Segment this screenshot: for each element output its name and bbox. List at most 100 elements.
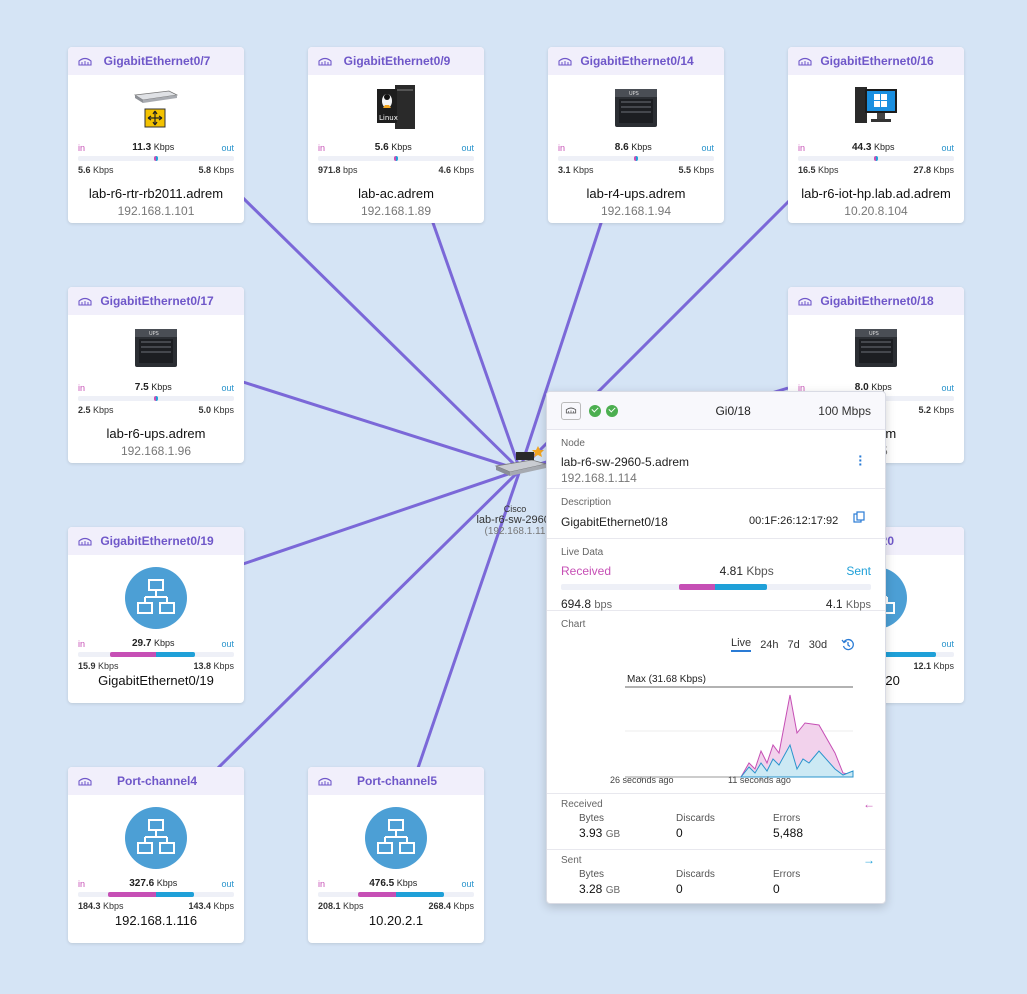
received-label: Received <box>561 564 612 578</box>
interface-name[interactable]: GigabitEthernet0/9 <box>343 54 451 68</box>
node-name[interactable]: lab-ac.adrem <box>358 186 434 201</box>
traffic-bar <box>318 892 474 897</box>
out-label: out <box>221 639 234 649</box>
switch-icon[interactable] <box>492 446 548 478</box>
traffic-bar <box>318 156 474 161</box>
sent-fill <box>156 156 158 161</box>
node-name[interactable]: lab-r6-ups.adrem <box>106 426 206 441</box>
received-value: 184.3 Kbps <box>78 901 124 911</box>
svg-text:Linux: Linux <box>379 114 398 122</box>
node-card[interactable]: GigabitEthernet0/14 UPS in 8.6 Kbps out 3.1 K… <box>548 47 724 223</box>
received-bytes-label: Bytes <box>579 813 605 824</box>
tab-live[interactable]: Live <box>731 637 752 652</box>
total-traffic: 29.7 Kbps <box>132 638 175 649</box>
received-fill <box>107 892 156 897</box>
status-ok-icon <box>589 404 601 417</box>
sent-fill <box>876 156 878 161</box>
copy-icon[interactable] <box>853 511 865 523</box>
interface-name[interactable]: Port-channel4 <box>116 774 197 788</box>
center-name: lab-r6-sw-2960- <box>476 514 554 526</box>
received-section: Received ← Bytes Discards Errors 3.93 GB… <box>547 794 885 850</box>
node-name[interactable]: 10.20.2.1 <box>368 913 424 928</box>
windows-pc-icon <box>855 87 897 123</box>
sent-value: 143.4 Kbps <box>188 901 234 911</box>
out-label: out <box>941 383 954 393</box>
ups-icon: UPS <box>615 89 657 127</box>
interface-name[interactable]: GigabitEthernet0/17 <box>100 294 214 308</box>
sent-value: 4.6 Kbps <box>438 165 474 175</box>
in-label: in <box>78 639 86 649</box>
node-name[interactable]: lab-r6-rtr-rb2011.adrem <box>88 186 224 201</box>
sent-value: 12.1 Kbps <box>913 661 954 671</box>
tab-24h[interactable]: 24h <box>760 638 779 651</box>
chart-section: Chart Live 24h 7d 30d Max (31.68 Kbps) 2… <box>547 611 885 794</box>
history-icon[interactable] <box>841 638 855 652</box>
sent-value: 13.8 Kbps <box>193 661 234 671</box>
sent-value: 5.5 Kbps <box>678 165 714 175</box>
link-gi0-9 <box>430 219 522 471</box>
node-name[interactable]: lab-r4-ups.adrem <box>586 186 686 201</box>
more-options-icon[interactable]: · · · <box>858 448 863 472</box>
received-fill <box>358 892 396 897</box>
node-card[interactable]: Port-channel5 in 476.5 Kbps out 208.1 Kbps 26… <box>308 767 484 943</box>
card-header: GigabitEthernet0/14 <box>548 47 724 75</box>
received-stats-title: Received <box>561 799 603 810</box>
out-label: out <box>221 143 234 153</box>
in-label: in <box>318 143 326 153</box>
tab-30d[interactable]: 30d <box>808 638 828 651</box>
traffic-summary: in 5.6 Kbps out 971.8 bps 4.6 Kbps <box>318 141 474 175</box>
ups-icon: UPS <box>135 329 177 367</box>
node-name[interactable]: GigabitEthernet0/19 <box>98 673 214 688</box>
interface-name[interactable]: GigabitEthernet0/7 <box>103 54 211 68</box>
sent-section: Sent → Bytes Discards Errors 3.28 GB 0 0 <box>547 850 885 903</box>
interface-name[interactable]: GigabitEthernet0/19 <box>100 534 214 548</box>
interface-name[interactable]: GigabitEthernet0/14 <box>580 54 694 68</box>
interface-name[interactable]: GigabitEthernet0/16 <box>820 54 934 68</box>
node-card[interactable]: GigabitEthernet0/16 in 44.3 Kbps out 16.5 Kb… <box>788 47 964 223</box>
card-header: GigabitEthernet0/17 <box>68 287 244 315</box>
node-name[interactable]: 192.168.1.116 <box>114 913 198 928</box>
port-details-popup[interactable]: Gi0/18 100 Mbps Node lab-r6-sw-2960-5.ad… <box>546 391 886 904</box>
interface-name[interactable]: Port-channel5 <box>356 774 437 788</box>
in-label: in <box>318 879 326 889</box>
total-traffic: 5.6 Kbps <box>374 142 412 153</box>
out-label: out <box>941 143 954 153</box>
sent-fill <box>876 652 937 657</box>
received-value: 971.8 bps <box>318 165 358 175</box>
in-label: in <box>798 383 806 393</box>
out-label: out <box>461 143 474 153</box>
link-po5 <box>416 469 522 769</box>
received-value: 2.5 Kbps <box>78 405 114 415</box>
live-received-value: 694.8 bps <box>561 597 613 611</box>
total-traffic: 8.6 Kbps <box>614 142 652 153</box>
router-icon <box>133 90 179 128</box>
node-card[interactable]: GigabitEthernet0/17 UPS in 7.5 Kbps out 2.5 K… <box>68 287 244 463</box>
card-header: GigabitEthernet0/16 <box>788 47 964 75</box>
node-ip: 192.168.1.114 <box>561 471 637 485</box>
tab-7d[interactable]: 7d <box>787 638 800 651</box>
node-name[interactable]: lab-r6-iot-hp.lab.ad.adrem <box>801 186 951 201</box>
node-card[interactable]: GigabitEthernet0/19 in 29.7 Kbps out 15.9 Kb… <box>68 527 244 703</box>
in-label: in <box>78 879 86 889</box>
traffic-bar <box>558 156 714 161</box>
link-po4 <box>216 468 522 770</box>
traffic-summary: in 476.5 Kbps out 208.1 Kbps 268.4 Kbps <box>318 877 474 911</box>
card-header: GigabitEthernet0/7 <box>68 47 244 75</box>
popup-header: Gi0/18 100 Mbps <box>547 392 885 430</box>
node-card[interactable]: GigabitEthernet0/7 in 11.3 Kbps out 5.6 Kbps… <box>68 47 244 223</box>
sent-fill <box>636 156 638 161</box>
node-name[interactable]: lab-r6-sw-2960-5.adrem <box>561 455 690 469</box>
received-fill <box>634 156 636 161</box>
traffic-summary: in 29.7 Kbps out 15.9 Kbps 13.8 Kbps <box>78 637 234 671</box>
arrow-right-icon: → <box>863 853 875 867</box>
node-section: Node lab-r6-sw-2960-5.adrem 192.168.1.11… <box>547 430 885 489</box>
node-card[interactable]: Port-channel4 in 327.6 Kbps out 184.3 Kbps 14… <box>68 767 244 943</box>
interface-name[interactable]: GigabitEthernet0/18 <box>820 294 934 308</box>
out-label: out <box>461 879 474 889</box>
out-label: out <box>221 879 234 889</box>
sent-value: 5.2 Kbps <box>918 405 954 415</box>
chart-tabs: Live 24h 7d 30d <box>722 637 855 652</box>
center-node-label: Cisco lab-r6-sw-2960- (192.168.1.11 <box>455 504 575 537</box>
ups-icon: UPS <box>855 329 897 367</box>
node-card[interactable]: GigabitEthernet0/9 Linux in 5.6 Kbps out 971.… <box>308 47 484 223</box>
